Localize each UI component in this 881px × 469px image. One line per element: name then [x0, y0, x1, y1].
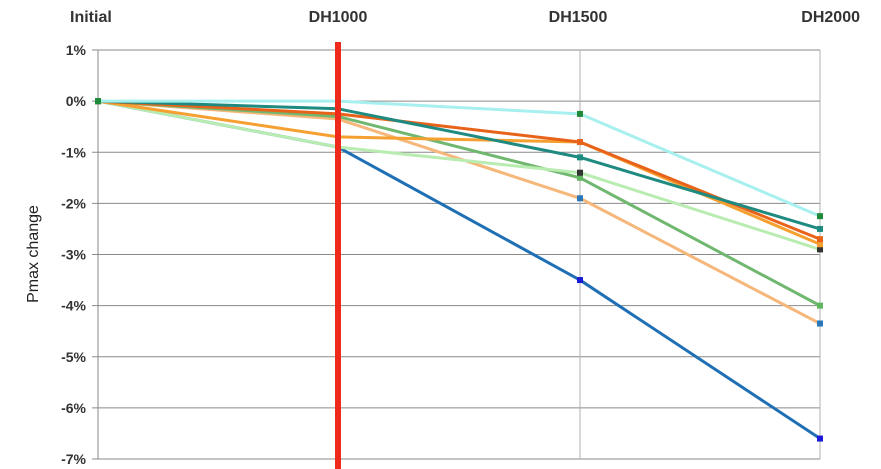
data-point	[577, 110, 583, 117]
data-point	[817, 225, 823, 232]
series-line	[97, 99, 821, 440]
x-axis-category-labels: Initial DH1000 DH1500 DH2000	[70, 9, 860, 26]
data-point	[817, 213, 823, 220]
data-point	[95, 98, 101, 105]
data-point	[817, 246, 823, 253]
series-markers	[95, 98, 823, 442]
data-point	[577, 139, 583, 146]
data-point	[817, 435, 823, 442]
series-line	[97, 99, 821, 251]
data-point	[577, 195, 583, 202]
y-axis-tick-labels: 1% 0% -1% -2% -3% -4% -5% -6% -7%	[61, 42, 86, 467]
x-category-label: DH1500	[549, 9, 608, 26]
y-tick-label: 1%	[66, 42, 87, 58]
x-category-label: DH1000	[309, 9, 368, 26]
y-tick-label: -5%	[61, 349, 86, 365]
y-axis-label: Pmax change	[25, 205, 42, 303]
series-line	[97, 99, 821, 231]
data-point	[817, 302, 823, 309]
data-point	[577, 174, 583, 181]
data-point	[817, 320, 823, 327]
y-tick-label: -4%	[61, 298, 86, 314]
x-category-label: DH2000	[801, 9, 860, 26]
data-point	[577, 169, 583, 176]
x-category-label: Initial	[70, 9, 112, 26]
y-tick-label: -1%	[61, 144, 86, 160]
y-tick-label: -2%	[61, 195, 86, 211]
y-tick-label: -6%	[61, 400, 86, 416]
data-point	[577, 277, 583, 284]
data-point	[817, 241, 823, 248]
series-line	[98, 99, 821, 218]
series-lines	[97, 99, 821, 440]
series-line	[97, 99, 821, 241]
y-tick-label: -7%	[61, 451, 86, 467]
data-point	[817, 236, 823, 243]
data-point	[577, 154, 583, 161]
grid-lines	[92, 49, 821, 460]
y-tick-label: -3%	[61, 247, 86, 263]
y-tick-label: 0%	[66, 93, 87, 109]
